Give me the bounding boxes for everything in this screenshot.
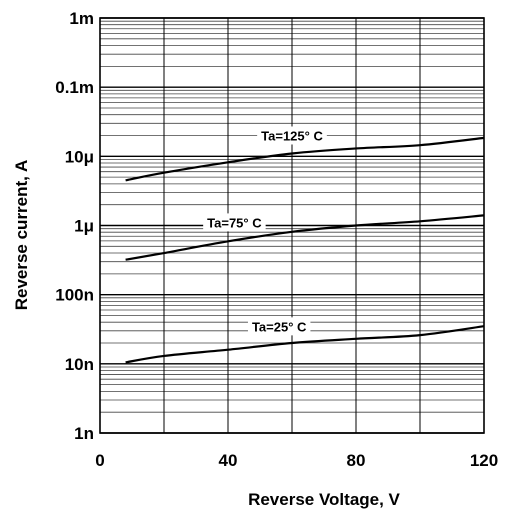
x-tick-label: 80 (347, 451, 366, 470)
y-tick-label: 0.1m (55, 78, 94, 97)
grid (99, 17, 485, 434)
tick-labels: 1n 10n 100n 1μ 10μ 0.1m 1m 0 40 80 120 (55, 9, 498, 470)
y-tick-label: 100n (55, 286, 94, 305)
series-line (125, 325, 485, 364)
y-tick-label: 1m (69, 9, 94, 28)
series-label-background (247, 317, 311, 336)
y-tick-label: 1μ (74, 217, 94, 236)
y-tick-label: 10n (65, 355, 94, 374)
series-labels: Ta=125° C Ta=75° C Ta=25° C (203, 126, 327, 336)
x-tick-label: 120 (470, 451, 498, 470)
x-tick-label: 40 (219, 451, 238, 470)
x-axis-title: Reverse Voltage, V (248, 490, 400, 509)
series-label: Ta=25° C (252, 319, 307, 334)
series-lines (125, 136, 485, 364)
series-line (125, 214, 485, 261)
series-line (125, 136, 485, 182)
y-tick-label: 10μ (65, 147, 94, 166)
series-label: Ta=75° C (207, 215, 262, 230)
series-label-background (257, 126, 327, 145)
y-axis-title: Reverse current, A (12, 160, 31, 311)
series-label-background (203, 213, 266, 232)
y-tick-label: 1n (74, 424, 94, 443)
x-tick-label: 0 (95, 451, 104, 470)
plot-frame (99, 17, 485, 434)
series-label: Ta=125° C (261, 128, 323, 143)
